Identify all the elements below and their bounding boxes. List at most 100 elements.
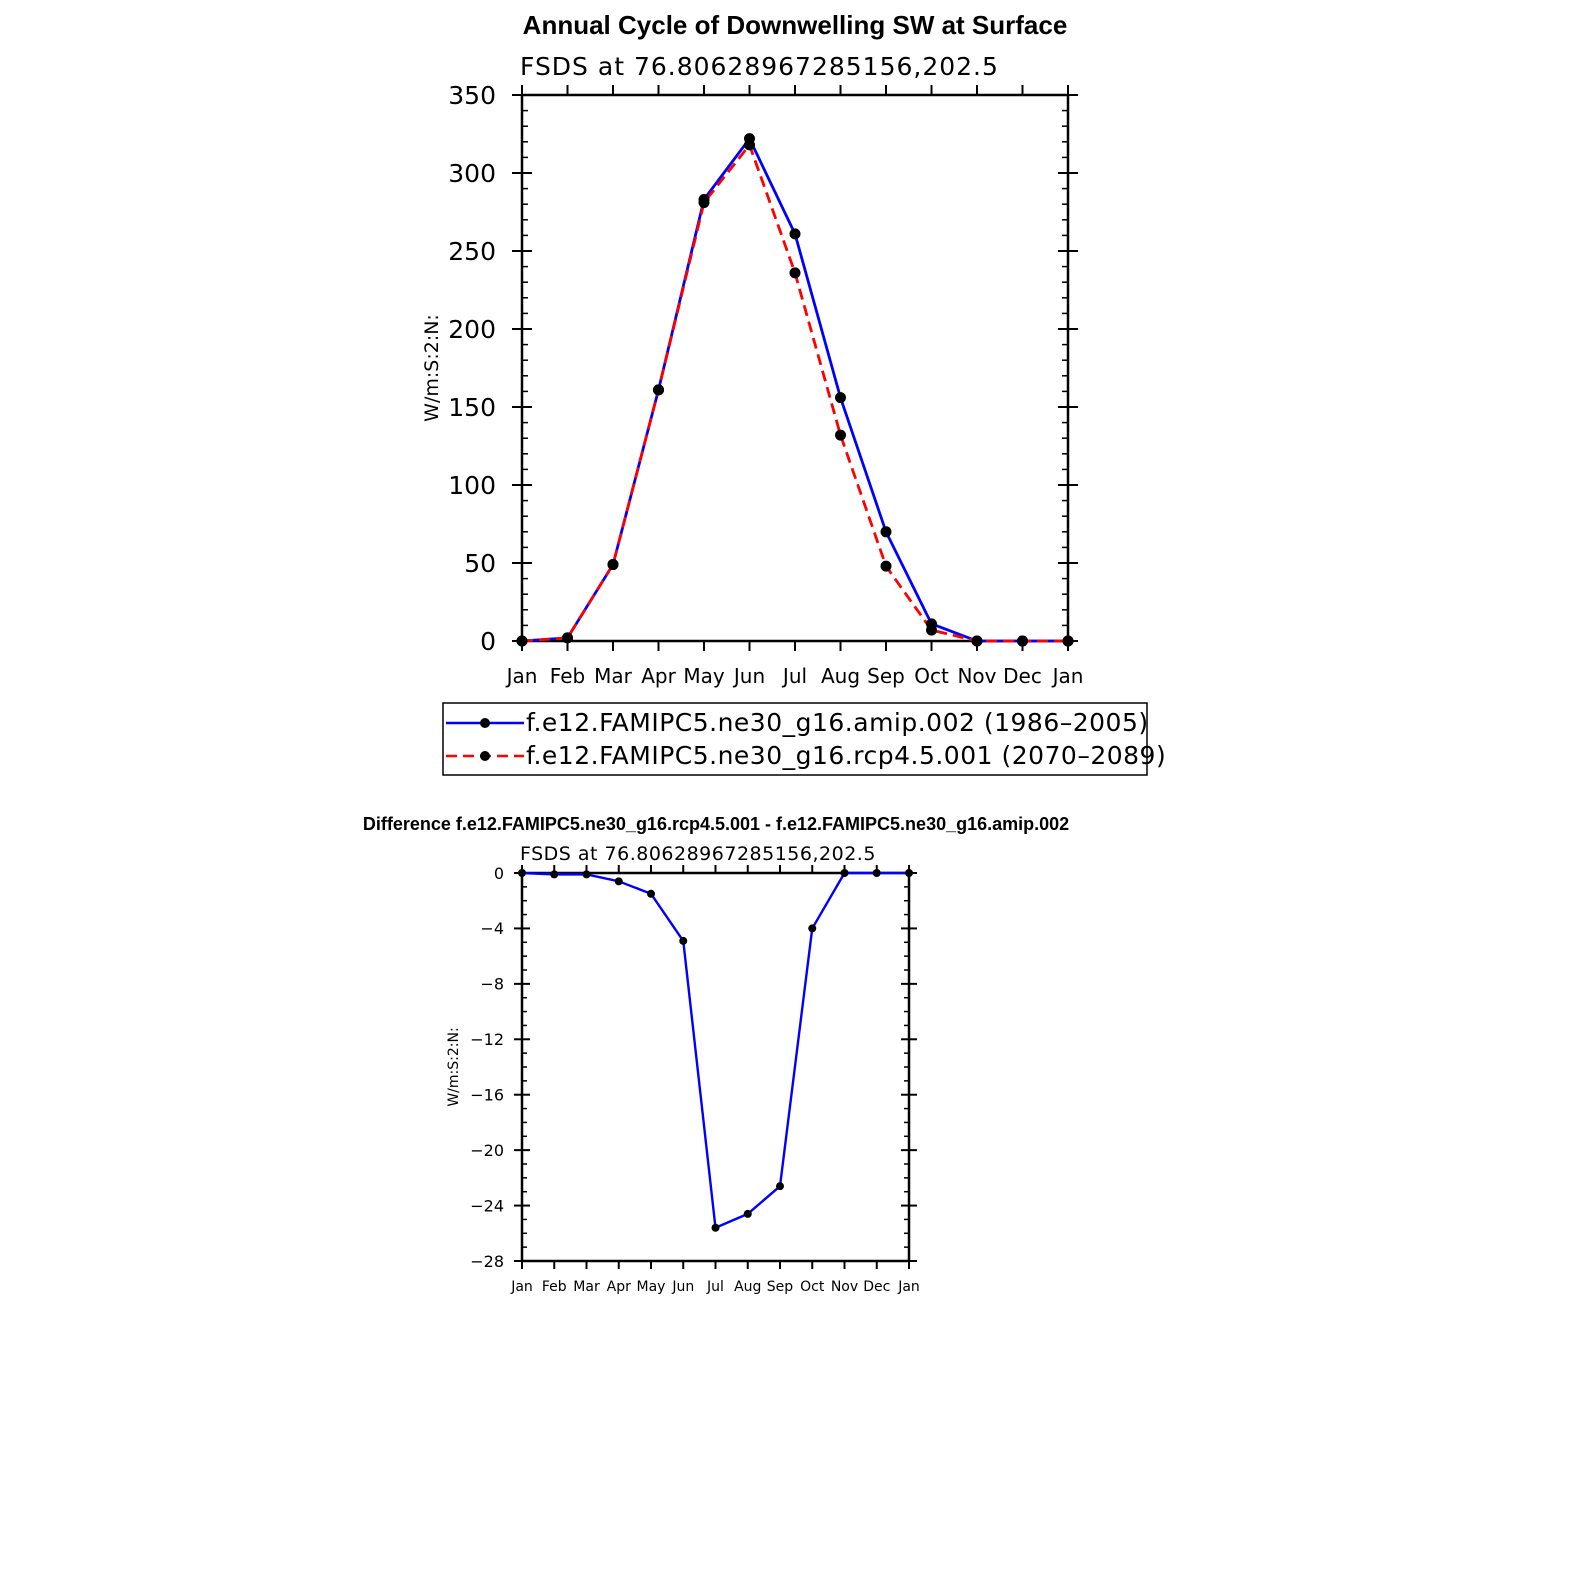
x-tick-label: May [637,1279,666,1295]
series-layer [521,137,1068,643]
y-tick-label: 200 [448,315,496,344]
x-tick-label: Feb [550,664,585,688]
x-tick-label: Nov [831,1279,858,1295]
x-tick-label: Jun [732,664,765,688]
x-tick-label: Nov [957,664,996,688]
data-point [835,429,846,441]
data-point [518,869,526,877]
data-point [776,1182,784,1191]
y-tick-label: 50 [464,549,496,578]
y-tick-label: −28 [470,1252,504,1271]
legend-label: f.e12.FAMIPC5.ne30_g16.amip.002 (1986–20… [526,708,1149,737]
plot-frame [520,93,1070,643]
axis-ticks [512,85,1078,651]
x-tick-label: Mar [594,664,633,688]
series-layer [521,871,909,1229]
x-tick-label: Jul [706,1279,724,1295]
y-tick-label: 350 [448,81,496,110]
data-point [679,936,688,945]
data-point [789,267,801,279]
data-point [562,632,573,644]
data-point [711,1223,720,1232]
legend-swatch-marker [480,751,490,761]
y-axis-label: W/m:S:2:N: [421,314,443,422]
data-point [653,384,664,396]
x-tick-label: Aug [821,664,860,688]
y-tick-label: 100 [448,471,496,500]
chart-subtitle: FSDS at 76.80628967285156,202.5 [520,843,876,865]
x-tick-label: Jan [510,1279,533,1295]
legend-swatch-marker [480,718,490,728]
y-tick-label: −8 [480,975,504,994]
x-tick-label: Aug [734,1279,761,1295]
legend-box [442,702,1148,776]
plot-frame [520,871,911,1263]
y-tick-label: 250 [448,237,496,266]
data-point [880,560,892,572]
x-tick-labels: Jan Feb Mar Apr May Jun Jul Aug Sep Oct Nov Dec Jan [505,664,1084,688]
legend: f.e12.FAMIPC5.ne30_g16.amip.002 (1986–20… [442,702,1166,776]
axis-ticks [514,865,917,1269]
x-tick-label: Sep [867,664,905,688]
data-point [743,1209,752,1218]
data-point [744,139,755,151]
series-line-1 [521,143,1068,643]
annual-cycle-chart: Annual Cycle of Downwelling SW at Surfac… [421,10,1166,776]
x-tick-label: Jul [781,664,807,688]
x-tick-label: Jan [1051,664,1084,688]
data-point [698,197,710,209]
y-axis-label: W/m:S:2:N: [446,1027,462,1106]
data-point [905,869,913,877]
chart-title: Difference f.e12.FAMIPC5.ne30_g16.rcp4.5… [363,814,1069,834]
y-tick-label: 0 [480,627,496,656]
x-tick-label: Jun [671,1279,694,1295]
x-tick-label: May [683,664,725,688]
y-tick-label: 300 [448,159,496,188]
data-point [840,869,849,877]
data-point [1017,635,1028,647]
marker-layer [516,133,1074,647]
x-tick-label: Apr [607,1279,631,1295]
x-tick-label: Oct [914,664,949,688]
y-tick-labels: 0 50 100 150 200 250 300 350 [448,81,496,656]
x-tick-label: Sep [767,1279,794,1295]
data-point [872,869,881,877]
legend-entry-amip: f.e12.FAMIPC5.ne30_g16.amip.002 (1986–20… [446,708,1149,737]
series-line-0 [521,871,909,1229]
data-point [926,624,937,636]
data-point [614,877,623,886]
data-point [880,526,892,538]
data-point [516,635,528,647]
x-tick-label: Mar [573,1279,600,1295]
y-tick-label: −16 [470,1085,504,1104]
data-point [835,392,846,404]
data-point [808,924,817,933]
legend-label: f.e12.FAMIPC5.ne30_g16.rcp4.5.001 (2070–… [526,741,1166,770]
x-tick-label: Dec [1003,664,1042,688]
chart-subtitle: FSDS at 76.80628967285156,202.5 [520,52,999,81]
data-point [607,559,619,571]
data-point [971,635,983,647]
data-point [1062,635,1074,647]
series-line-0 [521,137,1068,643]
x-tick-label: Jan [897,1279,920,1295]
legend-entry-rcp: f.e12.FAMIPC5.ne30_g16.rcp4.5.001 (2070–… [446,741,1166,770]
y-tick-label: 0 [494,864,504,883]
data-point [647,889,655,898]
x-tick-label: Oct [800,1279,825,1295]
chart-title: Annual Cycle of Downwelling SW at Surfac… [523,10,1068,40]
y-tick-label: −4 [480,919,504,938]
y-tick-labels: 0 −4 −8 −12 −16 −20 −24 −28 [470,864,504,1271]
y-tick-label: 150 [448,393,496,422]
y-tick-label: −24 [470,1196,504,1215]
data-point [789,228,801,240]
difference-chart: Difference f.e12.FAMIPC5.ne30_g16.rcp4.5… [363,814,1069,1295]
data-point [550,870,559,879]
x-tick-labels: Jan Feb Mar Apr May Jun Jul Aug Sep Oct Nov Dec Jan [510,1279,920,1295]
marker-layer [518,869,913,1232]
x-tick-label: Jan [505,664,538,688]
x-tick-label: Apr [641,664,676,688]
data-point [582,870,591,879]
y-tick-label: −20 [470,1141,504,1160]
